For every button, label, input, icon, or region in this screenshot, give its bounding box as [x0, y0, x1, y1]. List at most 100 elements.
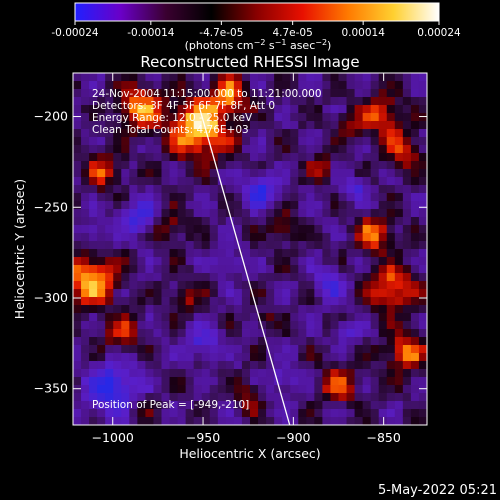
- detectors-label: Detectors: 3F 4F 5F 6F 7F 8F, Att 0: [92, 100, 275, 112]
- heatmap-cell: [418, 193, 427, 202]
- heatmap-cell: [185, 313, 195, 322]
- heatmap-cell: [266, 281, 275, 290]
- heatmap-cell: [258, 273, 267, 282]
- heatmap-cell: [290, 225, 299, 234]
- heatmap-cell: [137, 137, 147, 146]
- heatmap-cell: [97, 313, 106, 322]
- heatmap-cell: [73, 113, 82, 122]
- heatmap-cell: [274, 337, 283, 346]
- heatmap-cell: [362, 353, 372, 362]
- heatmap-cell: [105, 385, 114, 394]
- heatmap-cell: [418, 281, 427, 290]
- heatmap-cell: [177, 129, 187, 138]
- heatmap-cell: [402, 241, 412, 250]
- heatmap-cell: [185, 297, 195, 306]
- heatmap-cell: [418, 145, 427, 154]
- heatmap-cell: [233, 321, 243, 330]
- heatmap-cell: [338, 377, 348, 386]
- heatmap-cell: [306, 257, 315, 266]
- heatmap-cell: [89, 257, 98, 266]
- heatmap-cell: [250, 201, 259, 210]
- heatmap-cell: [225, 153, 235, 162]
- heatmap-cell: [282, 393, 291, 402]
- heatmap-cell: [121, 113, 130, 122]
- heatmap-cell: [201, 121, 211, 130]
- heatmap-cell: [266, 81, 275, 90]
- heatmap-cell: [306, 337, 315, 346]
- heatmap-cell: [153, 273, 163, 282]
- heatmap-cell: [193, 257, 203, 266]
- heatmap-cell: [290, 209, 299, 218]
- heatmap-cell: [282, 201, 291, 210]
- heatmap-cell: [250, 273, 259, 282]
- heatmap-cell: [97, 217, 106, 226]
- heatmap-cell: [137, 409, 147, 418]
- heatmap-cell: [330, 337, 340, 346]
- heatmap-cell: [169, 137, 179, 146]
- heatmap-cell: [322, 313, 332, 322]
- heatmap-cell: [306, 313, 315, 322]
- heatmap-cell: [282, 337, 291, 346]
- heatmap-cell: [306, 393, 315, 402]
- heatmap-cell: [394, 193, 404, 202]
- heatmap-cell: [266, 241, 275, 250]
- heatmap-cell: [81, 217, 90, 226]
- colorbar-tick-label: 4.7e-05: [272, 27, 312, 39]
- time-range-label: 24-Nov-2004 11:15:00.000 to 11:21:00.000: [92, 88, 322, 100]
- heatmap-cell: [209, 257, 219, 266]
- heatmap-cell: [209, 369, 219, 378]
- heatmap-cell: [145, 193, 155, 202]
- heatmap-cell: [362, 321, 372, 330]
- heatmap-cell: [410, 273, 420, 282]
- heatmap-cell: [290, 121, 299, 130]
- heatmap-cell: [121, 337, 130, 346]
- heatmap-cell: [145, 161, 155, 170]
- heatmap-cell: [105, 321, 114, 330]
- heatmap-cell: [121, 129, 130, 138]
- heatmap-cell: [322, 89, 332, 98]
- heatmap-cell: [410, 97, 420, 106]
- heatmap-cell: [290, 177, 299, 186]
- heatmap-cell: [250, 265, 259, 274]
- heatmap-cell: [193, 193, 203, 202]
- heatmap-cell: [378, 137, 388, 146]
- heatmap-cell: [225, 305, 235, 314]
- heatmap-cell: [177, 273, 187, 282]
- heatmap-cell: [410, 345, 420, 354]
- heatmap-cell: [306, 385, 315, 394]
- heatmap-cell: [217, 385, 227, 394]
- heatmap-cell: [97, 257, 106, 266]
- heatmap-cell: [177, 169, 187, 178]
- heatmap-cell: [346, 289, 356, 298]
- heatmap-cell: [217, 113, 227, 122]
- heatmap-cell: [209, 401, 219, 410]
- heatmap-cell: [410, 417, 420, 425]
- heatmap-cell: [386, 369, 396, 378]
- heatmap-cell: [346, 377, 356, 386]
- heatmap-cell: [250, 361, 259, 370]
- heatmap-cell: [177, 97, 187, 106]
- heatmap-cell: [314, 241, 324, 250]
- heatmap-cell: [378, 241, 388, 250]
- heatmap-cell: [185, 377, 195, 386]
- heatmap-cell: [217, 209, 227, 218]
- heatmap-cell: [113, 89, 122, 98]
- heatmap-cell: [298, 209, 307, 218]
- heatmap-cell: [113, 401, 122, 410]
- heatmap-cell: [266, 73, 275, 82]
- heatmap-cell: [322, 401, 332, 410]
- heatmap-cell: [113, 265, 122, 274]
- heatmap-cell: [250, 193, 259, 202]
- heatmap-cell: [105, 89, 114, 98]
- heatmap-cell: [274, 209, 283, 218]
- heatmap-cell: [241, 129, 251, 138]
- heatmap-cell: [394, 233, 404, 242]
- heatmap-cell: [322, 105, 332, 114]
- heatmap-cell: [81, 161, 90, 170]
- heatmap-cell: [225, 121, 235, 130]
- heatmap-cell: [394, 305, 404, 314]
- heatmap-cell: [217, 81, 227, 90]
- heatmap-cell: [290, 129, 299, 138]
- heatmap-cell: [402, 73, 412, 82]
- heatmap-cell: [378, 161, 388, 170]
